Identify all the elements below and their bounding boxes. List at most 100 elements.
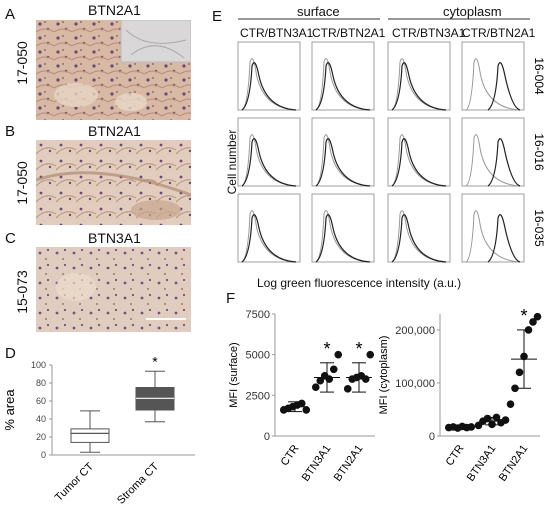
y-tick-label: 60 [36, 396, 46, 406]
boxplot-chart: % area 0 20 40 60 80 100 Tumor CT Stroma CT * [2, 355, 195, 505]
histogram-frame [461, 193, 525, 263]
flow-column-header: CTR/BTN2A1 [462, 26, 536, 40]
histogram-btn-curve [391, 62, 447, 111]
data-point [297, 399, 306, 408]
data-point [334, 350, 343, 359]
significance-star: * [152, 355, 158, 369]
histogram-ctr-curve [241, 134, 297, 187]
histogram-ctr-curve [241, 210, 297, 263]
histology-image-b [35, 140, 192, 225]
panel-c-title: BTN3A1 [88, 230, 141, 246]
histology-image-c [36, 247, 191, 332]
panel-e-label: E [212, 8, 223, 25]
data-point [302, 406, 311, 414]
data-point [343, 385, 352, 393]
category-label: BTN2A1 [497, 443, 531, 484]
data-point [511, 384, 519, 393]
data-point [501, 416, 510, 424]
data-point [529, 318, 537, 326]
panel-d-label: D [5, 345, 16, 362]
significance-star: * [323, 339, 330, 359]
histogram-frame [237, 193, 301, 263]
histology-image-a [36, 19, 192, 120]
histogram-btn-curve [487, 138, 521, 187]
histogram-ctr-curve [465, 58, 521, 111]
panel-a-sample: 17-050 [14, 41, 30, 85]
panel-b-title: BTN2A1 [88, 123, 141, 139]
category-label: Stroma CT [115, 460, 161, 505]
y-tick-label: 40 [36, 414, 46, 424]
y-tick-label: 200,000 [395, 325, 435, 337]
flow-column-header: CTR/BTN3A1 [392, 26, 466, 40]
y-axis-label: MFI (surface) [228, 342, 240, 407]
flow-column-header: CTR/BTN3A1 [240, 26, 314, 40]
panel-f-label: F [226, 290, 236, 307]
y-axis-label: MFI (cytoplasm) [378, 336, 390, 415]
histogram-frame [461, 41, 525, 111]
panel-c-label: C [5, 230, 16, 247]
category-label: Tumor CT [53, 460, 96, 503]
y-tick-label: 2500 [246, 390, 270, 402]
data-point [366, 350, 375, 359]
data-point [533, 312, 542, 321]
y-tick-label: 7500 [246, 309, 270, 321]
data-point [329, 365, 338, 374]
category-label: CTR [444, 443, 467, 468]
y-tick-label: 0 [264, 431, 270, 443]
significance-star: * [355, 339, 362, 359]
data-point [506, 400, 515, 408]
category-label: BTN3A1 [300, 443, 334, 484]
box [70, 428, 110, 443]
data-point [311, 383, 320, 391]
histogram-ctr-curve [315, 58, 371, 111]
flow-row-label: 16-035 [532, 209, 546, 247]
category-label: BTN2A1 [332, 443, 366, 484]
flow-column-header: CTR/BTN2A1 [312, 26, 386, 40]
histogram-btn-curve [241, 62, 297, 111]
histogram-ctr-curve [391, 134, 447, 187]
histogram-ctr-curve [391, 58, 447, 111]
group-brackets [238, 18, 530, 20]
flow-x-label: Log green fluorescence intensity (a.u.) [257, 276, 462, 290]
panel-b-sample: 17-050 [14, 161, 30, 205]
histogram-btn-curve [241, 138, 297, 187]
significance-star: * [520, 306, 527, 326]
histogram-ctr-curve [315, 210, 371, 263]
histogram-btn-curve [315, 62, 371, 111]
histogram-ctr-curve [315, 134, 371, 187]
surface-header: surface [297, 4, 340, 19]
histogram-btn-curve [241, 214, 297, 263]
panel-a-label: A [5, 6, 16, 23]
y-tick-label: 0 [429, 431, 435, 443]
scatter-chart-surface: 0 2500 5000 7500 MFI (surface) CTR * BTN3A1 * BTN… [228, 309, 375, 484]
histogram-ctr-curve [465, 210, 521, 263]
y-tick-label: 20 [36, 432, 46, 442]
flow-row-label: 16-016 [532, 133, 546, 171]
histogram-btn-curve [391, 138, 447, 187]
histogram-ctr-curve [391, 210, 447, 263]
cytoplasm-header: cytoplasm [443, 4, 502, 19]
histogram-btn-curve [487, 62, 521, 111]
histogram-frame [461, 117, 525, 187]
panel-c-sample: 15-073 [14, 270, 30, 314]
category-label: BTN3A1 [465, 443, 499, 484]
category-label: CTR [279, 443, 302, 468]
histogram-btn-curve [487, 214, 521, 263]
histogram-ctr-curve [241, 58, 297, 111]
y-tick-label: 100,000 [395, 378, 435, 390]
y-tick-label: 80 [36, 378, 46, 388]
panel-b-label: B [5, 123, 16, 140]
y-tick-label: 5000 [246, 350, 270, 362]
y-tick-label: 0 [41, 450, 46, 460]
panel-a-title: BTN2A1 [88, 2, 141, 18]
histogram-btn-curve [391, 214, 447, 263]
data-point [483, 414, 492, 423]
data-point [361, 375, 370, 383]
y-axis-label: % area [2, 389, 17, 431]
flow-row-label: 16-004 [532, 57, 546, 95]
histogram-btn-curve [315, 138, 371, 187]
data-point [515, 368, 524, 377]
flow-histogram-grid: 16-004 16-016 16-035 [237, 41, 546, 263]
histogram-btn-curve [315, 214, 371, 263]
